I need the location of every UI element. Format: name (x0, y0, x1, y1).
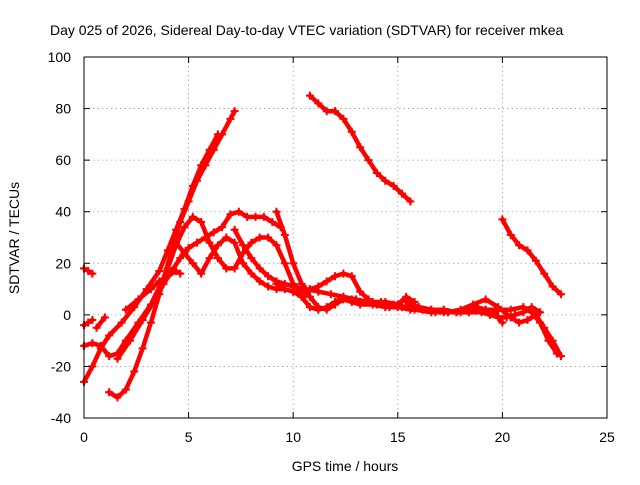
series-points-arc-12 (305, 91, 415, 206)
x-tick-label: 0 (80, 429, 88, 445)
series-points-arc-5 (92, 313, 109, 332)
x-tick-label: 5 (185, 429, 193, 445)
series-line-arc-14 (403, 299, 505, 325)
x-tick-label: 10 (285, 429, 301, 445)
y-axis-label: SDTVAR / TECUs (6, 182, 22, 294)
x-axis-label: GPS time / hours (292, 458, 399, 474)
y-tick-label: 20 (55, 255, 71, 271)
x-tick-label: 25 (599, 429, 615, 445)
y-tick-label: 100 (48, 49, 72, 65)
y-tick-label: 60 (55, 152, 71, 168)
y-tick-label: 0 (63, 307, 71, 323)
chart-title: Day 025 of 2026, Sidereal Day-to-day VTE… (50, 22, 563, 38)
plot-frame (83, 56, 608, 419)
y-tick-label: -20 (51, 358, 71, 374)
y-tick-label: -40 (51, 410, 71, 426)
x-tick-label: 15 (390, 429, 406, 445)
series-points-arc-14 (402, 297, 507, 327)
data-series (80, 91, 565, 402)
series-points-arc-15 (498, 215, 565, 299)
grid-lines (84, 57, 607, 418)
series-line-arc-15 (500, 217, 564, 297)
series-line-arc-13 (274, 281, 417, 312)
series-points-arc-8 (121, 267, 185, 314)
series-line-arc-6 (106, 214, 309, 400)
x-tick-label: 20 (495, 429, 511, 445)
axes: 0 5 10 15 20 25 -40 -20 0 20 40 60 80 100 (48, 49, 615, 445)
series-line-arc-5 (94, 315, 108, 331)
y-tick-label: 80 (55, 101, 71, 117)
y-tick-label: 40 (55, 204, 71, 220)
